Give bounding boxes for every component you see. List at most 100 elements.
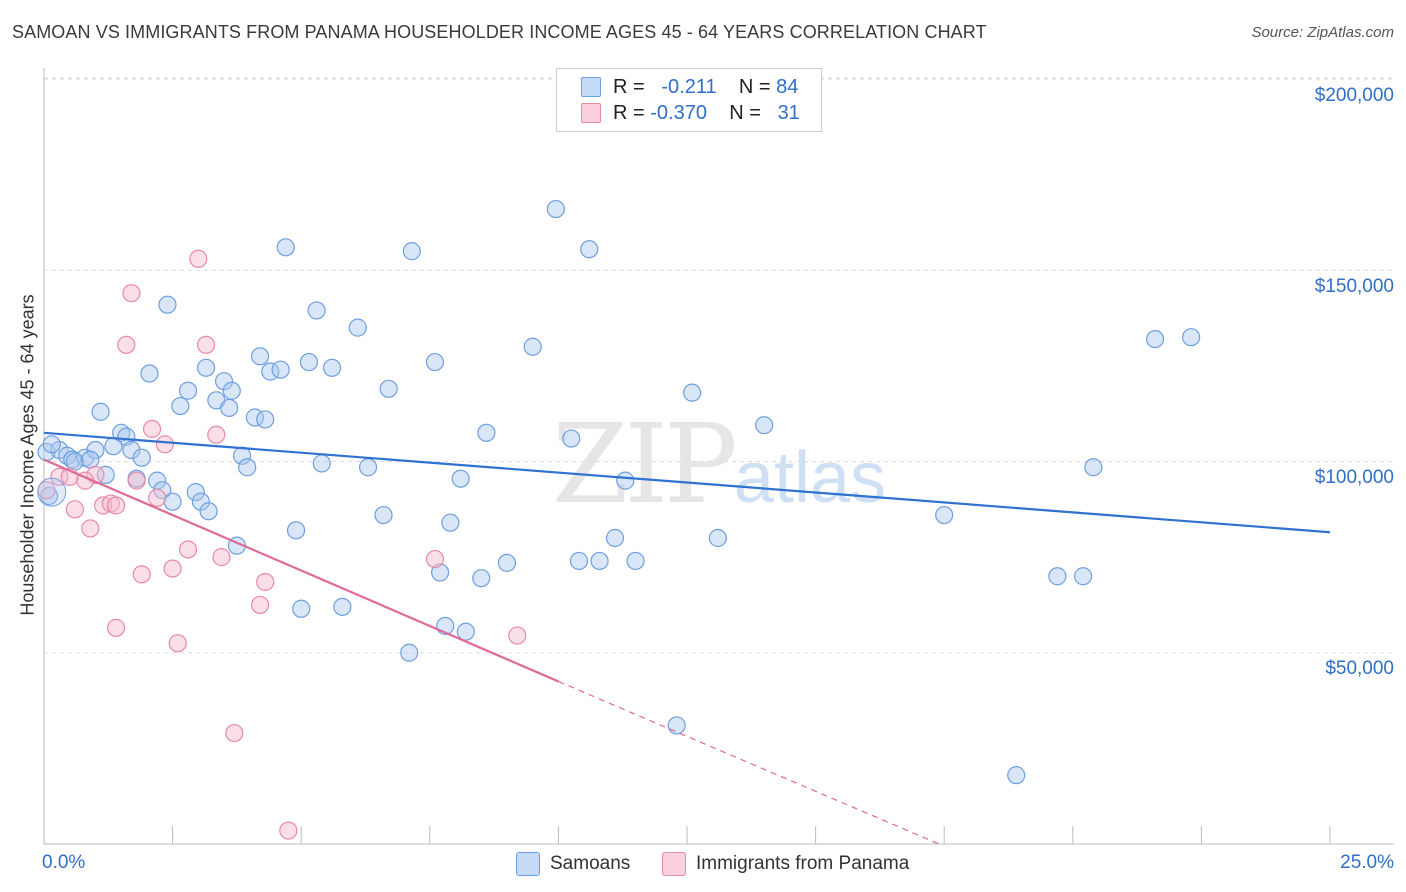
samoans-point: [379, 379, 398, 398]
samoans-point: [140, 364, 159, 383]
samoans-point: [196, 358, 216, 377]
y-tick-label-50k: $50,000: [1325, 658, 1394, 679]
panama-trend-line: [43, 458, 559, 683]
samoans-point: [220, 398, 239, 418]
panama-point: [196, 335, 216, 354]
samoans-point: [477, 423, 496, 442]
samoans-point: [755, 416, 774, 435]
panama-point: [142, 419, 162, 439]
legend-n-label: N =: [738, 75, 771, 98]
series-label-samoans: Samoans: [550, 853, 631, 874]
samoans-point: [590, 551, 609, 571]
panama-point: [168, 634, 187, 653]
legend-swatch-samoans: [581, 77, 601, 97]
samoans-point: [441, 513, 460, 532]
panama-point: [127, 471, 146, 490]
panama-point: [132, 565, 151, 584]
y-axis-label: Householder Income Ages 45 - 64 years: [17, 294, 38, 616]
samoans-point: [191, 492, 210, 511]
series-swatch-panama: [662, 852, 686, 876]
legend-r-label: R =: [613, 75, 645, 98]
x-tick-label-min: 0.0%: [42, 852, 86, 873]
legend-r-value: -0.370: [650, 101, 707, 124]
panama-trend-extension: [558, 680, 940, 845]
panama-point: [508, 626, 527, 645]
panama-point: [122, 284, 141, 303]
panama-point: [256, 572, 275, 592]
panama-point: [117, 335, 136, 354]
samoans-point: [86, 440, 105, 460]
samoans-point-cluster: [37, 477, 67, 507]
panama-point: [250, 595, 270, 615]
samoans-point: [374, 505, 393, 525]
panama-point: [81, 519, 100, 538]
legend-n-value: 31: [777, 101, 800, 124]
samoans-point: [708, 528, 727, 548]
samoans-point: [1182, 328, 1201, 347]
panama-point: [212, 548, 231, 567]
y-tick-label-150k: $150,000: [1314, 276, 1394, 297]
samoans-point: [65, 452, 84, 471]
legend-n-label: N =: [729, 101, 761, 124]
samoans-point: [348, 318, 367, 337]
samoans-point: [132, 448, 151, 467]
samoans-point: [322, 358, 342, 377]
samoans-point: [683, 383, 702, 402]
panama-point: [155, 435, 174, 454]
samoans-point: [250, 347, 270, 366]
legend-r-label: R =: [613, 101, 645, 124]
samoans-point: [276, 238, 295, 257]
y-tick-label-100k: $100,000: [1314, 467, 1394, 488]
samoans-point: [171, 396, 190, 416]
correlation-legend: R = -0.211 N = 84 R = -0.370 N = 31: [556, 68, 822, 132]
y-tick-label-200k: $200,000: [1314, 85, 1394, 106]
samoans-point: [286, 521, 306, 540]
series-swatch-samoans: [516, 852, 540, 876]
samoans-point: [333, 597, 352, 616]
panama-point: [106, 618, 126, 637]
samoans-point: [163, 492, 182, 511]
samoans-point: [222, 381, 241, 400]
samoans-point: [400, 643, 419, 662]
samoans-point: [158, 295, 177, 314]
chart-title: SAMOAN VS IMMIGRANTS FROM PANAMA HOUSEHO…: [12, 22, 987, 42]
samoans-point: [1048, 567, 1067, 586]
samoans-point: [497, 553, 517, 572]
samoans-point: [1084, 458, 1103, 477]
legend-row-panama: R = -0.370 N = 31: [581, 101, 800, 125]
samoans-point: [81, 450, 100, 469]
panama-point: [189, 249, 208, 268]
samoans-point: [117, 427, 136, 446]
panama-point: [148, 488, 167, 507]
series-legend-panama: Immigrants from Panama: [662, 852, 909, 876]
legend-n-value: 84: [776, 75, 799, 98]
samoans-point: [430, 563, 450, 582]
samoans-point: [523, 337, 542, 356]
legend-swatch-panama: [581, 103, 601, 123]
samoans-point: [626, 551, 645, 571]
panama-point: [425, 549, 445, 569]
samoans-point: [312, 454, 331, 473]
samoans-point: [667, 716, 686, 735]
samoans-point: [122, 440, 141, 460]
samoans-point: [451, 469, 470, 488]
watermark-atlas: atlas: [733, 438, 886, 518]
samoans-point: [1146, 330, 1165, 349]
samoans-point: [256, 410, 275, 429]
samoans-point: [238, 458, 257, 477]
panama-point: [50, 467, 69, 486]
samoans-point: [186, 483, 205, 502]
samoans-point: [214, 372, 234, 391]
panama-point: [207, 425, 226, 444]
samoans-trend-line: [43, 431, 1331, 534]
legend-r-value: -0.211: [661, 75, 717, 98]
samoans-point: [425, 352, 445, 372]
panama-point: [65, 500, 84, 519]
panama-point: [106, 496, 126, 515]
samoans-point: [96, 465, 115, 484]
samoans-point: [546, 199, 565, 219]
panama-point: [279, 821, 298, 840]
samoans-point: [307, 301, 326, 320]
samoans-point: [616, 471, 635, 490]
